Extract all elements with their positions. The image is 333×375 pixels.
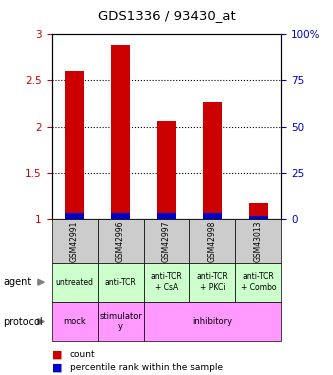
- Text: mock: mock: [63, 317, 86, 326]
- Text: anti-TCR
+ Combo: anti-TCR + Combo: [241, 273, 276, 292]
- Text: GSM43013: GSM43013: [254, 220, 263, 262]
- Bar: [65, 213, 84, 219]
- Text: anti-TCR
+ PKCi: anti-TCR + PKCi: [196, 273, 228, 292]
- Text: untreated: untreated: [56, 278, 94, 286]
- Text: GSM42998: GSM42998: [208, 220, 217, 262]
- Text: GSM42991: GSM42991: [70, 220, 79, 262]
- Bar: [111, 45, 130, 219]
- Bar: [203, 102, 222, 219]
- Bar: [203, 213, 222, 219]
- Text: anti-TCR: anti-TCR: [105, 278, 137, 286]
- Bar: [249, 216, 268, 219]
- Bar: [249, 202, 268, 219]
- Text: GDS1336 / 93430_at: GDS1336 / 93430_at: [98, 9, 235, 22]
- Bar: [157, 121, 176, 219]
- Text: GSM42997: GSM42997: [162, 220, 171, 262]
- Bar: [157, 213, 176, 219]
- Text: ■: ■: [52, 350, 62, 359]
- Text: protocol: protocol: [3, 316, 43, 327]
- Bar: [111, 213, 130, 219]
- Text: inhibitory: inhibitory: [192, 317, 232, 326]
- Text: ■: ■: [52, 363, 62, 372]
- Text: GSM42996: GSM42996: [116, 220, 125, 262]
- Text: count: count: [70, 350, 96, 359]
- Text: percentile rank within the sample: percentile rank within the sample: [70, 363, 223, 372]
- Text: agent: agent: [3, 277, 32, 287]
- Bar: [65, 71, 84, 219]
- Text: anti-TCR
+ CsA: anti-TCR + CsA: [151, 273, 182, 292]
- Text: stimulator
y: stimulator y: [99, 312, 142, 331]
